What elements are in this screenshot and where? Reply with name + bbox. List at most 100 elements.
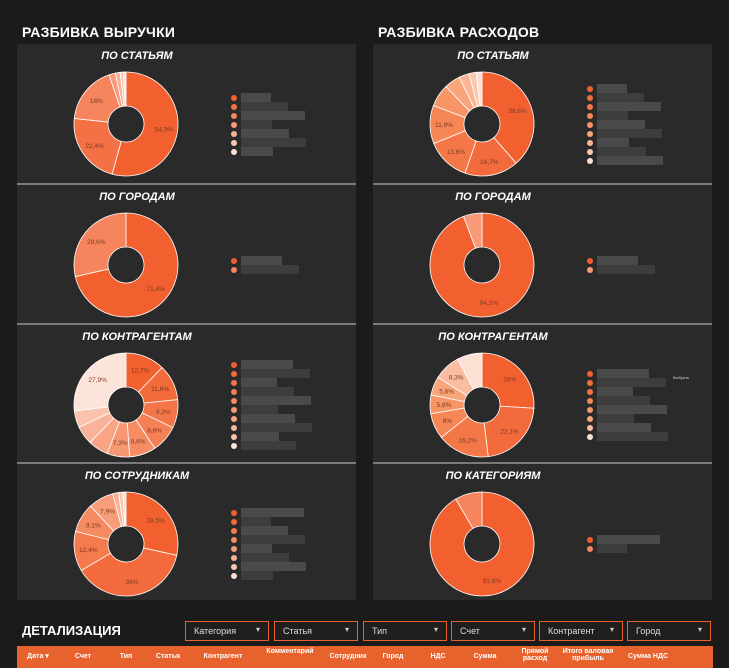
legend-dot bbox=[231, 371, 237, 377]
pie-slice-label: 5,8% bbox=[437, 402, 452, 409]
pie-slice[interactable] bbox=[111, 71, 179, 177]
legend-dot bbox=[587, 371, 593, 377]
expenses-card-2: ПО ГОРОДАМ 94,2% bbox=[373, 185, 712, 325]
legend-label-redacted bbox=[241, 387, 294, 396]
pie-slice[interactable] bbox=[122, 491, 127, 527]
pie-slice-label: 16,7% bbox=[480, 159, 499, 166]
chevron-down-icon: ▾ bbox=[433, 625, 438, 634]
pie-slice[interactable] bbox=[483, 405, 535, 458]
filter-5-dropdown[interactable]: Контрагент ▾ bbox=[539, 621, 623, 641]
pie-slice-label: 5,8% bbox=[439, 389, 454, 396]
pie-slice-label: 8% bbox=[443, 418, 453, 425]
pie-slice[interactable] bbox=[481, 71, 535, 164]
legend-dot bbox=[587, 380, 593, 386]
legend-dot bbox=[587, 407, 593, 413]
legend-dot bbox=[587, 537, 593, 543]
legend-label-redacted bbox=[597, 128, 662, 138]
legend-dot bbox=[231, 121, 237, 128]
column-header[interactable]: Статья bbox=[155, 653, 181, 660]
legend-dot bbox=[231, 398, 237, 404]
column-header[interactable]: НДС bbox=[430, 653, 446, 660]
pie-slice[interactable] bbox=[429, 212, 535, 318]
column-header[interactable]: Контрагент bbox=[203, 653, 243, 660]
pie-slice[interactable] bbox=[475, 71, 483, 107]
filter-3-dropdown[interactable]: Тип ▾ bbox=[363, 621, 447, 641]
legend-label-redacted bbox=[597, 256, 638, 265]
filter-4-dropdown[interactable]: Счет ▾ bbox=[451, 621, 535, 641]
legend-dot bbox=[231, 112, 237, 119]
pie-slice[interactable] bbox=[455, 491, 483, 529]
legend-dot bbox=[587, 139, 593, 146]
pie-slice-label: 27,9% bbox=[88, 377, 107, 384]
column-header[interactable]: Тип bbox=[119, 653, 133, 660]
pie-slice[interactable] bbox=[481, 352, 535, 409]
legend-label-redacted bbox=[597, 146, 646, 156]
legend-label-redacted bbox=[597, 155, 663, 165]
column-header[interactable]: Итого валовая прибыль bbox=[562, 648, 614, 662]
column-header[interactable]: Сумма bbox=[473, 653, 497, 660]
legend-dot bbox=[231, 416, 237, 422]
column-header[interactable]: Прямой расход bbox=[521, 648, 549, 662]
expenses-card-1: ПО СТАТЬЯМ 38,6% 16,7% 13,6% 11,9% bbox=[373, 44, 712, 185]
legend-dot bbox=[587, 148, 593, 155]
filter-6-dropdown[interactable]: Город ▾ bbox=[627, 621, 711, 641]
legend-dot bbox=[587, 130, 593, 137]
legend-dot bbox=[587, 103, 593, 110]
legend-dot bbox=[231, 434, 237, 440]
legend-dot bbox=[587, 94, 593, 101]
card-divider bbox=[373, 183, 712, 185]
revenue-section-title: РАЗБИВКА ВЫРУЧКИ bbox=[22, 24, 176, 40]
legend-label-redacted bbox=[597, 101, 661, 111]
legend-dot bbox=[587, 85, 593, 92]
column-header[interactable]: Дата ▾ bbox=[27, 653, 49, 660]
filter-1-dropdown[interactable]: Категория ▾ bbox=[185, 621, 269, 641]
filter-2-dropdown[interactable]: Статья ▾ bbox=[274, 621, 358, 641]
column-header[interactable]: Сумма НДС bbox=[627, 653, 669, 660]
revenue-donut-chart: 54,3% 22,4% 18% bbox=[73, 71, 179, 177]
pie-slice[interactable] bbox=[74, 212, 179, 318]
legend-dot bbox=[587, 121, 593, 128]
pie-slice-label: 12,4% bbox=[79, 547, 98, 554]
legend-dot bbox=[231, 362, 237, 368]
column-header[interactable]: Сотрудник bbox=[329, 653, 367, 660]
revenue-donut-chart: 71,4% 28,6% bbox=[73, 212, 179, 318]
legend-label-redacted bbox=[597, 387, 633, 396]
pie-slice[interactable] bbox=[456, 352, 483, 390]
legend-dot bbox=[231, 528, 237, 534]
legend-dot bbox=[231, 546, 237, 552]
pie-slice[interactable] bbox=[462, 212, 483, 249]
pie-slice[interactable] bbox=[125, 491, 179, 556]
legend-label-redacted bbox=[597, 110, 628, 120]
pie-slice-label: 8,8% bbox=[147, 427, 162, 434]
pie-slice-label: 9,1% bbox=[86, 522, 101, 529]
legend-dot bbox=[231, 130, 237, 137]
legend-dot bbox=[231, 94, 237, 101]
pie-slice[interactable] bbox=[73, 118, 122, 175]
chevron-down-icon: ▾ bbox=[255, 625, 260, 634]
column-header[interactable]: Комментарий bbox=[266, 648, 314, 655]
pie-slice[interactable] bbox=[73, 352, 127, 412]
legend-dot bbox=[587, 416, 593, 422]
pie-slice[interactable] bbox=[429, 491, 535, 597]
legend-dot bbox=[231, 519, 237, 525]
legend-label-redacted bbox=[597, 92, 644, 102]
filter-label: Категория bbox=[194, 626, 237, 636]
filter-label: Счет bbox=[460, 626, 480, 636]
column-header[interactable]: Город bbox=[382, 653, 404, 660]
pie-slice[interactable] bbox=[73, 212, 127, 278]
legend-label-redacted bbox=[241, 517, 271, 526]
expenses-panel: ПО СТАТЬЯМ 38,6% 16,7% 13,6% 11,9% ПО ГОРОДАМ… bbox=[373, 44, 712, 600]
pie-slice-label: 8,6% bbox=[131, 438, 146, 445]
legend-label-redacted bbox=[241, 378, 277, 387]
revenue-panel: ПО СТАТЬЯМ 54,3% 22,4% 18% ПО ГОРОДАМ 71,4% 28… bbox=[17, 44, 356, 600]
legend-label-redacted bbox=[597, 265, 655, 274]
legend-label-redacted bbox=[597, 396, 650, 405]
revenue-donut-chart: 28,5% 38% 12,4% 9,1% 7,9% bbox=[73, 491, 179, 597]
legend-dot bbox=[587, 546, 593, 552]
legend-dot bbox=[231, 103, 237, 110]
pie-slice[interactable] bbox=[122, 71, 127, 107]
legend-dot bbox=[587, 267, 593, 273]
column-header[interactable]: Счет bbox=[74, 653, 92, 660]
pie-slice[interactable] bbox=[80, 547, 178, 597]
legend-label-redacted bbox=[241, 526, 288, 535]
